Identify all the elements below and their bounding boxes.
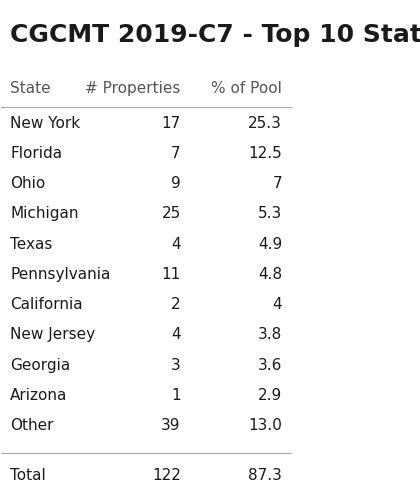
Text: Pennsylvania: Pennsylvania: [10, 267, 110, 282]
Text: 1: 1: [171, 388, 181, 403]
Text: 25.3: 25.3: [248, 115, 282, 131]
Text: 2.9: 2.9: [258, 388, 282, 403]
Text: 4: 4: [171, 237, 181, 252]
Text: CGCMT 2019-C7 - Top 10 States: CGCMT 2019-C7 - Top 10 States: [10, 23, 420, 47]
Text: California: California: [10, 297, 83, 312]
Text: State: State: [10, 81, 51, 95]
Text: Georgia: Georgia: [10, 357, 70, 373]
Text: Total: Total: [10, 468, 46, 483]
Text: Ohio: Ohio: [10, 176, 45, 191]
Text: Arizona: Arizona: [10, 388, 68, 403]
Text: 4: 4: [171, 327, 181, 342]
Text: 5.3: 5.3: [258, 206, 282, 222]
Text: Texas: Texas: [10, 237, 52, 252]
Text: 39: 39: [161, 418, 181, 433]
Text: 3.6: 3.6: [257, 357, 282, 373]
Text: Other: Other: [10, 418, 54, 433]
Text: 12.5: 12.5: [248, 146, 282, 161]
Text: 9: 9: [171, 176, 181, 191]
Text: 7: 7: [171, 146, 181, 161]
Text: % of Pool: % of Pool: [211, 81, 282, 95]
Text: 13.0: 13.0: [248, 418, 282, 433]
Text: 4.8: 4.8: [258, 267, 282, 282]
Text: 7: 7: [273, 176, 282, 191]
Text: 3.8: 3.8: [258, 327, 282, 342]
Text: 4: 4: [273, 297, 282, 312]
Text: 87.3: 87.3: [248, 468, 282, 483]
Text: 17: 17: [162, 115, 181, 131]
Text: 25: 25: [162, 206, 181, 222]
Text: Florida: Florida: [10, 146, 62, 161]
Text: 11: 11: [162, 267, 181, 282]
Text: New York: New York: [10, 115, 80, 131]
Text: 3: 3: [171, 357, 181, 373]
Text: Michigan: Michigan: [10, 206, 79, 222]
Text: New Jersey: New Jersey: [10, 327, 95, 342]
Text: # Properties: # Properties: [85, 81, 181, 95]
Text: 122: 122: [152, 468, 181, 483]
Text: 2: 2: [171, 297, 181, 312]
Text: 4.9: 4.9: [258, 237, 282, 252]
